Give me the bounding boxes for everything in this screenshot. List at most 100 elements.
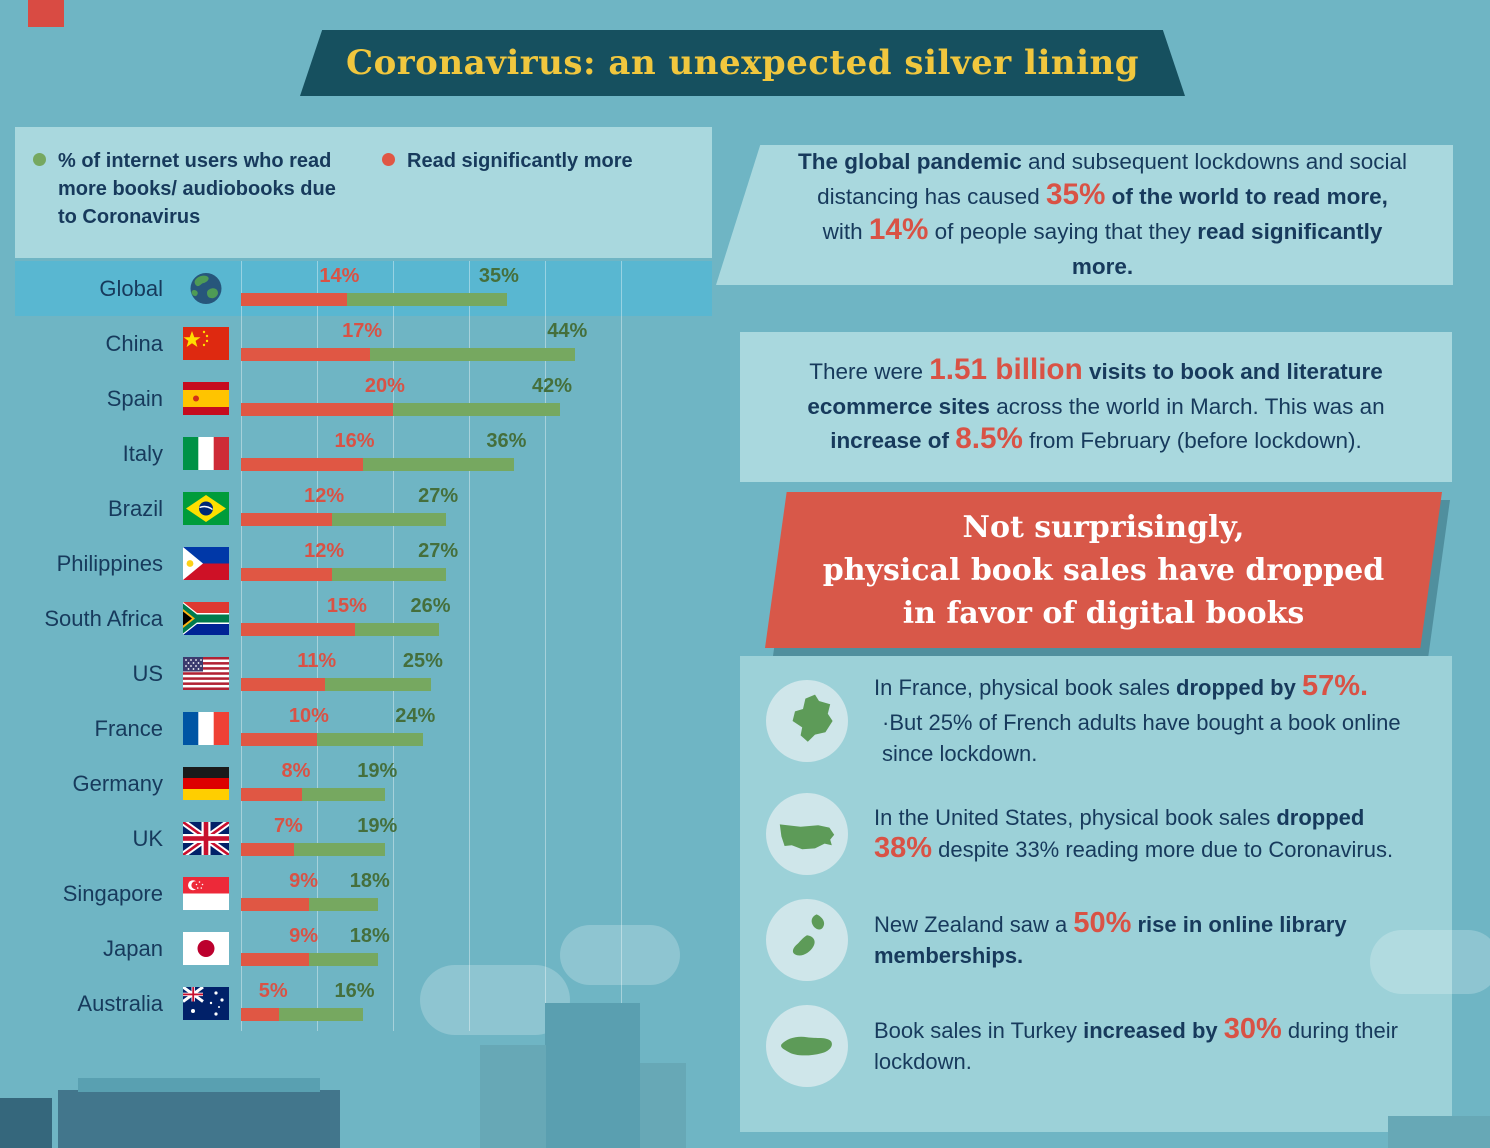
green-value-label: 36% (486, 430, 527, 452)
green-value-label: 35% (478, 265, 519, 287)
chart-row-global: Global 14% 35% (15, 261, 712, 316)
text-segment: rise in online library memberships. (874, 912, 1347, 968)
country-label: Australia (77, 990, 163, 1016)
bar-area: 10% 24% (241, 701, 636, 756)
read-significantly-more-bar (241, 788, 302, 801)
red-value-label: 12% (304, 540, 345, 562)
text-segment: dropped by (1176, 675, 1302, 700)
country-label: Italy (122, 440, 163, 466)
text-segment: 8.5% (955, 422, 1023, 456)
china-flag-icon (183, 327, 229, 360)
text-segment: from February (before lockdown). (1022, 428, 1362, 454)
country-label: US (132, 660, 163, 686)
legend-red-label: Read significantly more (407, 150, 633, 172)
legend-item-green: % of internet users who read more books/… (33, 147, 338, 231)
green-value-label: 25% (402, 650, 443, 672)
fact-paragraph: New Zealand saw a 50% rise in online lib… (874, 909, 1426, 971)
country-label: China (105, 330, 163, 356)
red-value-label: 14% (319, 265, 360, 287)
green-value-label: 18% (349, 925, 390, 947)
australia-flag-icon (183, 987, 229, 1020)
read-significantly-more-bar (241, 403, 393, 416)
read-significantly-more-bar (241, 953, 310, 966)
text-segment: increased by (1083, 1018, 1224, 1044)
legend-panel: % of internet users who read more books/… (15, 127, 712, 258)
red-value-label: 9% (289, 870, 319, 892)
france-flag-icon (183, 712, 229, 745)
text-segment: 35% (1045, 178, 1106, 212)
text-segment: There were (809, 358, 930, 384)
bar-area: 15% 26% (241, 591, 636, 646)
book-sales-banner-shape: Not surprisingly, physical book sales ha… (765, 492, 1442, 648)
green-value-label: 19% (357, 760, 398, 782)
italy-flag-icon (183, 437, 229, 470)
book-sales-banner: Not surprisingly, physical book sales ha… (765, 492, 1442, 648)
text-segment: 14% (868, 213, 929, 246)
green-value-label: 19% (357, 815, 398, 837)
text-segment: read significantly more. (1071, 219, 1383, 279)
page-title: Coronavirus: an unexpected silver lining (346, 43, 1139, 83)
text-segment: 1.51 billion (929, 352, 1083, 386)
chart-row-brazil: Brazil 12% 27% (15, 481, 712, 536)
building-silhouette (640, 1063, 686, 1148)
text-segment: and subsequent lockdowns and social dist… (817, 149, 1408, 210)
text-segment: The global pandemic (797, 149, 1022, 175)
fact-item-nz: New Zealand saw a 50% rise in online lib… (766, 899, 1426, 982)
bar-area: 17% 44% (241, 316, 636, 371)
red-value-label: 10% (288, 705, 329, 727)
text-segment: of people saying that they (928, 219, 1198, 244)
nz-map-icon (766, 899, 848, 982)
text-segment: dropped (1276, 805, 1365, 831)
green-value-label: 24% (395, 705, 436, 727)
green-dot-icon (33, 153, 46, 166)
chart-rows: Global 14% 35% China 17% 44% Spain 20% 42% Italy 1… (15, 261, 712, 1031)
red-value-label: 7% (273, 815, 303, 837)
country-label: Spain (106, 385, 163, 411)
chart-row-uk: UK 7% 19% (15, 811, 712, 866)
south-africa-flag-icon (183, 602, 229, 635)
uk-flag-icon (183, 822, 229, 855)
cloud-decoration (560, 925, 680, 985)
chart-row-singapore: Singapore 9% 18% (15, 866, 712, 921)
red-value-label: 9% (289, 925, 319, 947)
country-label: Brazil (107, 495, 163, 521)
red-value-label: 15% (326, 595, 367, 617)
red-value-label: 16% (334, 430, 375, 452)
green-value-label: 16% (334, 980, 375, 1002)
text-segment: visits to book and literature ecommerce … (807, 358, 1383, 419)
text-segment: New Zealand saw a (874, 912, 1074, 938)
country-label: Japan (103, 935, 163, 961)
read-significantly-more-bar (241, 678, 325, 691)
us-flag-icon (183, 657, 229, 690)
building-silhouette (78, 1078, 320, 1092)
building-silhouette (58, 1090, 340, 1148)
bar-area: 16% 36% (241, 426, 636, 481)
country-label: Global (99, 275, 163, 301)
title-banner: Coronavirus: an unexpected silver lining (300, 30, 1185, 96)
chart-row-spain: Spain 20% 42% (15, 371, 712, 426)
fact-paragraph: ·But 25% of French adults have bought a … (874, 708, 1426, 769)
text-segment: 50% (1073, 907, 1132, 940)
read-significantly-more-bar (241, 568, 333, 581)
banner-line-2: physical book sales have dropped (822, 552, 1385, 588)
bar-area: 12% 27% (241, 536, 636, 591)
read-significantly-more-bar (241, 513, 333, 526)
germany-flag-icon (183, 767, 229, 800)
bar-area: 11% 25% (241, 646, 636, 701)
fact-paragraph: In France, physical book sales dropped b… (874, 672, 1426, 703)
country-label: Philippines (56, 550, 163, 576)
cloud-decoration (1370, 930, 1490, 994)
singapore-flag-icon (183, 877, 229, 910)
read-significantly-more-bar (241, 733, 317, 746)
country-label: Singapore (62, 880, 163, 906)
fact-paragraph: In the United States, physical book sale… (874, 803, 1426, 865)
text-segment: of the world to read more, (1105, 184, 1388, 210)
country-label: UK (132, 825, 163, 851)
banner-line-1: Not surprisingly, (962, 509, 1245, 545)
fact-text: In the United States, physical book sale… (874, 803, 1426, 865)
visits-panel: There were 1.51 billion visits to book a… (740, 332, 1452, 482)
chart-row-us: US 11% 25% (15, 646, 712, 701)
country-label: France (94, 715, 163, 741)
read-significantly-more-bar (241, 623, 355, 636)
